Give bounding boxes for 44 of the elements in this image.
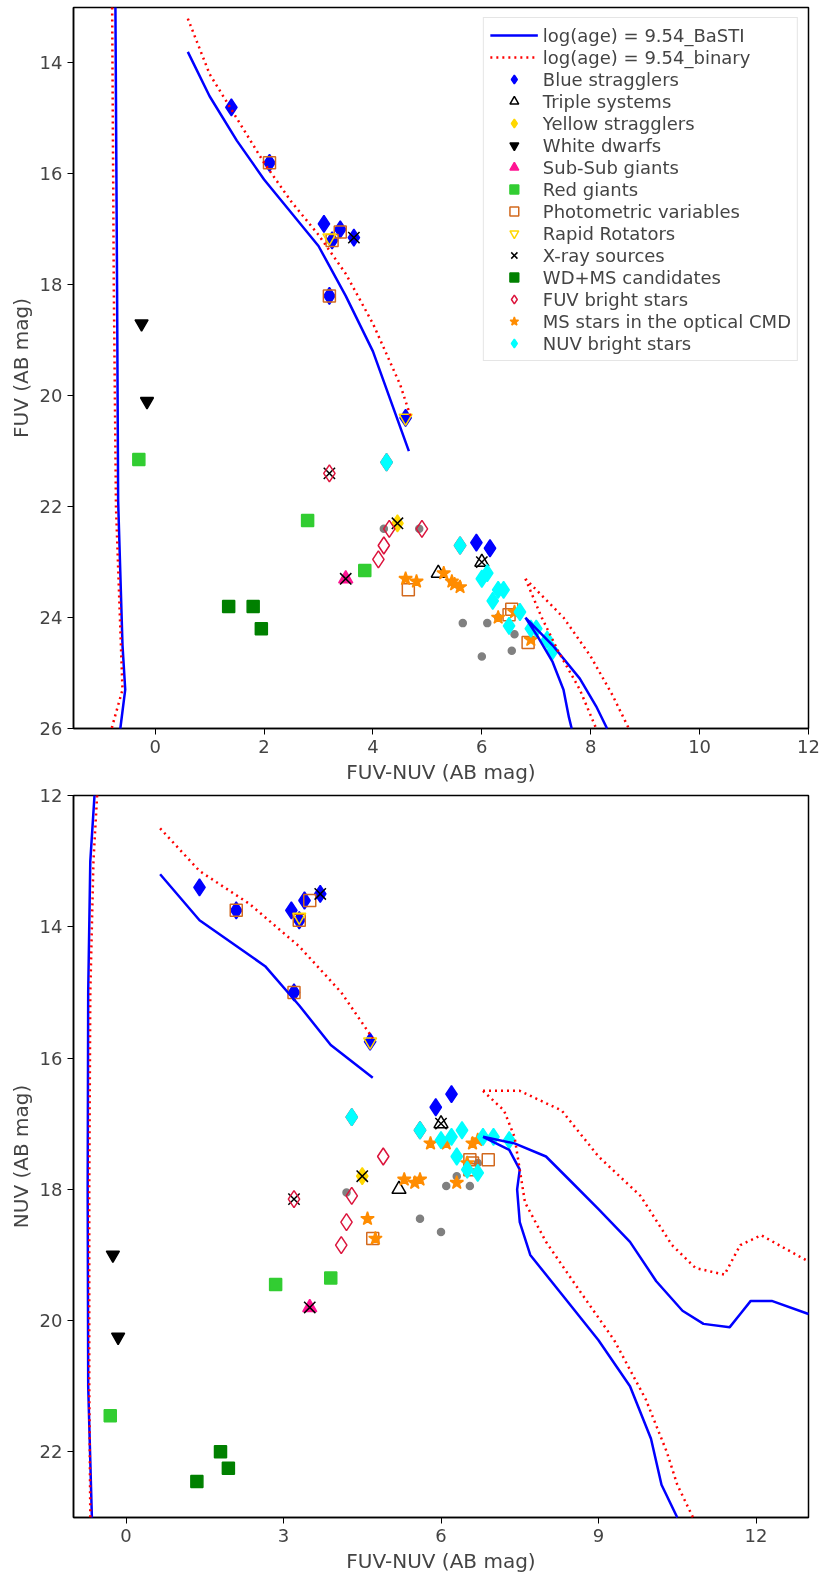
y-tick-label: 14 [39,916,63,938]
y-tick-label: 14 [39,52,63,74]
legend-label: Red giants [542,178,639,200]
x-tick-label: 6 [435,1524,447,1546]
x-tick-label: 12 [797,735,820,757]
x-tick-label: 0 [149,735,161,757]
legend-label: log(age) = 9.54_binary [542,46,751,68]
legend-label: Photometric variables [542,200,740,222]
legend-label: Rapid Rotators [542,222,676,244]
y-axis-title: NUV (AB mag) [8,1084,33,1229]
legend-label: FUV bright stars [542,288,689,310]
y-tick-label: 16 [39,1047,63,1069]
legend-label: Triple systems [542,90,672,112]
x-tick-label: 8 [585,735,597,757]
legend-label: log(age) = 9.54_BaSTI [542,24,745,46]
x-tick-label: 3 [277,1524,290,1546]
y-tick-label: 12 [39,785,63,806]
legend-label: WD+MS candidates [542,266,721,288]
x-tick-label: 6 [476,735,488,757]
y-tick-label: 18 [39,274,63,296]
legend-label: Sub-Sub giants [542,156,679,178]
legend-label: Yellow stragglers [542,112,695,134]
x-axis-title: FUV-NUV (AB mag) [346,759,536,784]
legend-label: X-ray sources [542,244,665,266]
y-tick-label: 20 [39,1310,63,1332]
x-tick-label: 10 [688,735,712,757]
legend-label: MS stars in the optical CMD [542,310,791,332]
y-tick-label: 24 [39,607,63,629]
y-tick-label: 20 [39,385,63,407]
y-tick-label: 22 [39,1441,63,1463]
legend-label: White dwarfs [542,134,662,156]
x-tick-label: 12 [744,1524,768,1546]
y-tick-label: 22 [39,496,63,518]
x-tick-label: 0 [120,1524,132,1546]
y-tick-label: 26 [39,718,63,739]
y-tick-label: 16 [39,163,63,185]
x-tick-label: 4 [367,735,379,757]
x-tick-label: 9 [592,1524,605,1546]
y-tick-label: 18 [39,1178,63,1200]
y-axis-title: FUV (AB mag) [8,298,33,438]
x-axis-title: FUV-NUV (AB mag) [346,1548,536,1573]
x-tick-label: 2 [258,735,270,757]
legend-label: NUV bright stars [542,332,692,354]
legend-label: Blue stragglers [542,68,679,90]
